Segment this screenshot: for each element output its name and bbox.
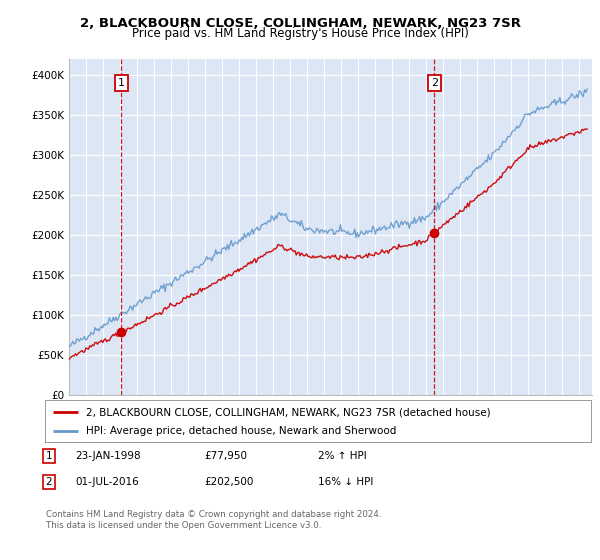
Text: £77,950: £77,950	[204, 451, 247, 461]
Text: 16% ↓ HPI: 16% ↓ HPI	[318, 477, 373, 487]
Text: 2: 2	[46, 477, 52, 487]
Text: 01-JUL-2016: 01-JUL-2016	[75, 477, 139, 487]
Text: Contains HM Land Registry data © Crown copyright and database right 2024.
This d: Contains HM Land Registry data © Crown c…	[46, 510, 381, 530]
Text: £202,500: £202,500	[204, 477, 253, 487]
Text: 2: 2	[431, 78, 438, 88]
Text: HPI: Average price, detached house, Newark and Sherwood: HPI: Average price, detached house, Newa…	[86, 426, 397, 436]
Text: 2% ↑ HPI: 2% ↑ HPI	[318, 451, 367, 461]
Text: 2, BLACKBOURN CLOSE, COLLINGHAM, NEWARK, NG23 7SR (detached house): 2, BLACKBOURN CLOSE, COLLINGHAM, NEWARK,…	[86, 407, 491, 417]
Text: 2, BLACKBOURN CLOSE, COLLINGHAM, NEWARK, NG23 7SR: 2, BLACKBOURN CLOSE, COLLINGHAM, NEWARK,…	[79, 17, 521, 30]
Text: Price paid vs. HM Land Registry's House Price Index (HPI): Price paid vs. HM Land Registry's House …	[131, 27, 469, 40]
Text: 1: 1	[118, 78, 125, 88]
Text: 23-JAN-1998: 23-JAN-1998	[75, 451, 140, 461]
Text: 1: 1	[46, 451, 52, 461]
